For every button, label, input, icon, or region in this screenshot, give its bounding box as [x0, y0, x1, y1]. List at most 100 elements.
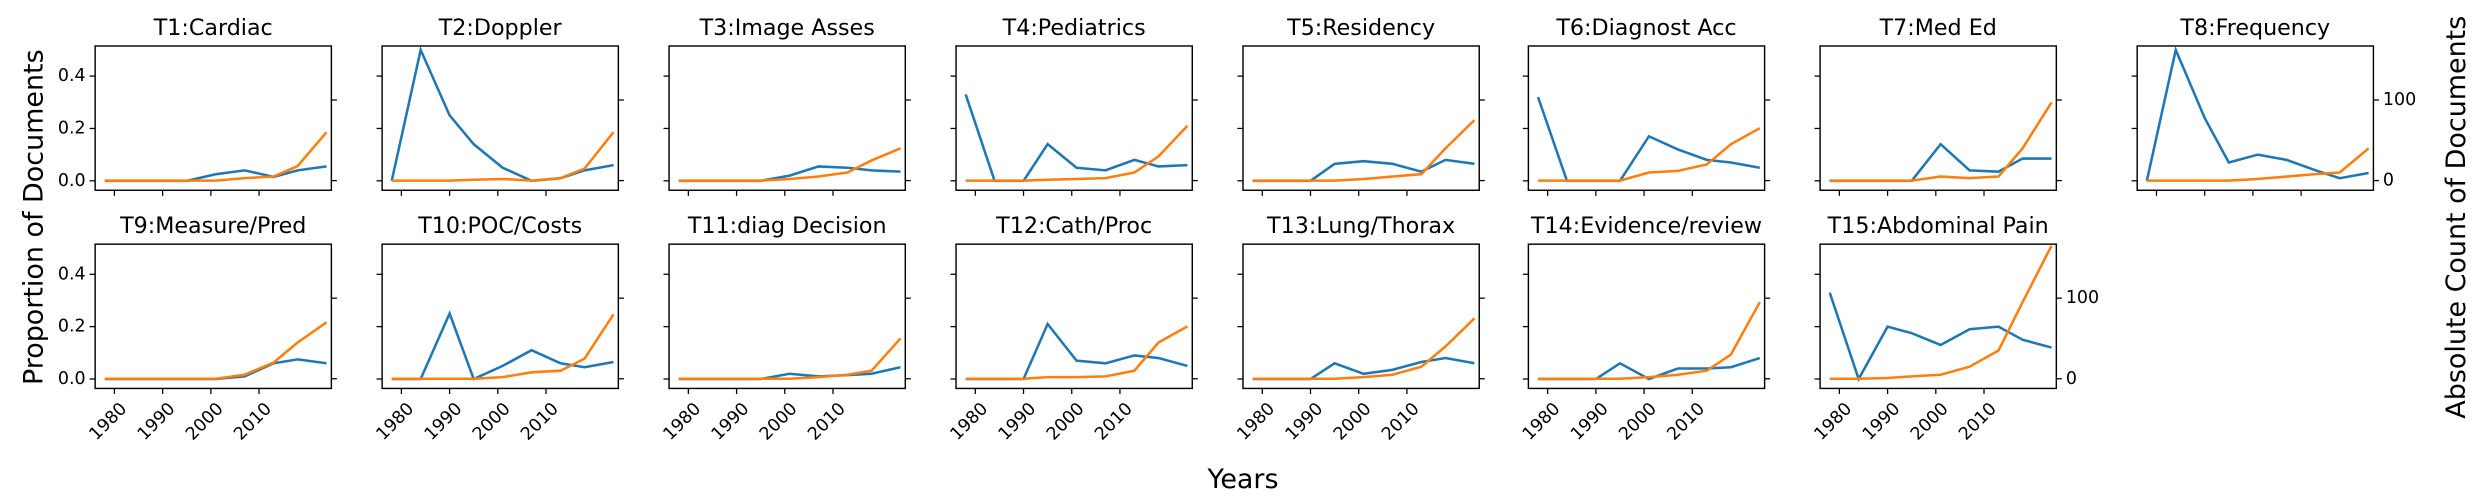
series-line	[391, 310, 614, 381]
x-axis-label: Years	[1206, 464, 1278, 495]
panel-title: T9:Measure/Pred	[119, 213, 306, 239]
panel: T2:Doppler	[376, 15, 624, 196]
series-line	[2145, 45, 2369, 182]
panel-title: T5:Residency	[1286, 15, 1435, 41]
panel-title: T8:Frequency	[2179, 15, 2330, 41]
series-line	[1252, 158, 1475, 183]
series-line	[390, 45, 614, 183]
x-tick-label: 1990	[1282, 399, 1327, 444]
series-line	[965, 124, 1189, 182]
x-tick-label: 2010	[1091, 399, 1136, 444]
axes-frame	[668, 45, 907, 191]
axes-frame	[1819, 45, 2058, 191]
panel-title: T15:Abdominal Pain	[1827, 213, 2049, 239]
panel-title: T3:Image Asses	[699, 15, 875, 41]
panel: T14:Evidence/review 1980 1990 2000 2010	[1519, 213, 1771, 444]
x-tick-label: 2010	[517, 399, 562, 444]
x-tick-label: 2000	[1043, 399, 1088, 444]
axes-frame	[1242, 45, 1480, 191]
x-tick-label: 2010	[1955, 399, 2000, 444]
x-tick-label: 1980	[373, 399, 418, 444]
panel: T13:Lung/Thorax 1980 1990 2000 2010	[1234, 213, 1485, 444]
series-line	[104, 131, 328, 182]
series-line	[391, 131, 615, 182]
axes-frame	[1527, 45, 1766, 191]
panel: T4:Pediatrics	[950, 15, 1198, 196]
x-tick-label: 2000	[1615, 399, 1660, 444]
series-line	[965, 321, 1188, 381]
x-tick-label: 1990	[421, 399, 466, 444]
panel-title: T1:Cardiac	[153, 15, 273, 41]
x-tick-label: 2000	[469, 399, 514, 444]
panel: T3:Image Asses	[663, 15, 911, 196]
panel-title: T13:Lung/Thorax	[1266, 213, 1455, 239]
axes-frame	[381, 45, 620, 191]
x-tick-label: 1990	[134, 399, 179, 444]
series-line	[391, 313, 615, 381]
axes-frame	[1527, 243, 1766, 390]
x-tick-label: 1980	[1234, 399, 1279, 444]
axes-frame	[2136, 45, 2375, 191]
y-tick-label: 0.4	[58, 66, 86, 86]
series-line	[1252, 317, 1476, 381]
series-line	[678, 337, 902, 381]
series-line	[104, 358, 327, 381]
panel-title: T7:Med Ed	[1879, 15, 1997, 41]
x-tick-label: 2010	[230, 399, 275, 444]
x-tick-label: 1990	[708, 399, 753, 444]
series-line	[1538, 127, 1761, 182]
x-tick-label: 2000	[1907, 399, 1952, 444]
series-line	[2146, 147, 2370, 182]
axes-frame	[668, 243, 907, 390]
panel-title: T14:Evidence/review	[1530, 213, 1762, 239]
panel-title: T6:Diagnost Acc	[1555, 15, 1736, 41]
series-line	[1536, 96, 1761, 183]
x-tick-label: 1980	[947, 399, 992, 444]
panel: T11:diag Decision 1980 1990 2000 2010	[660, 213, 911, 444]
series-line	[1538, 356, 1761, 381]
x-tick-label: 1990	[1859, 399, 1904, 444]
axes-frame	[955, 243, 1193, 390]
y2-tick-label: 0	[2383, 171, 2394, 191]
series-line	[1829, 245, 2053, 381]
panel: T15:Abdominal Pain 0 100 1980 1990 2000 2010	[1811, 213, 2099, 444]
y-tick-label: 0.2	[58, 317, 86, 337]
panel-title: T4:Pediatrics	[1002, 15, 1146, 41]
x-tick-label: 2000	[756, 399, 801, 444]
panel-title: T10:POC/Costs	[417, 213, 582, 239]
series-line	[964, 94, 1188, 183]
panel: T12:Cath/Proc 1980 1990 2000 2010	[947, 213, 1198, 444]
y2-tick-label: 0	[2066, 369, 2077, 389]
series-line	[1252, 119, 1476, 182]
y2-tick-label: 100	[2383, 90, 2416, 110]
panel: T10:POC/Costs 1980 1990 2000 2010	[373, 213, 624, 444]
x-tick-label: 1980	[1519, 399, 1564, 444]
x-tick-label: 1980	[660, 399, 705, 444]
x-tick-label: 1990	[1567, 399, 1612, 444]
series-line	[678, 147, 901, 182]
x-tick-label: 1990	[995, 399, 1040, 444]
panel: T8:Frequency 0 100	[2131, 15, 2416, 196]
panel: T6:Diagnost Acc	[1522, 15, 1771, 196]
series-line	[104, 321, 328, 381]
series-line	[1828, 292, 2052, 383]
x-tick-label: 2000	[182, 399, 227, 444]
y2-axis-label: Absolute Count of Documents	[2441, 16, 2472, 419]
axes-frame	[1242, 243, 1480, 390]
x-tick-label: 1980	[86, 399, 131, 444]
y2-tick-label: 100	[2066, 288, 2099, 308]
panel: T9:Measure/Pred 0.0 0.2 0.4 1980 1990 2000 2010	[58, 213, 337, 444]
panel: T5:Residency	[1237, 15, 1485, 196]
axes-frame	[955, 45, 1193, 191]
y-tick-label: 0.0	[58, 171, 86, 191]
panel-title: T2:Doppler	[438, 15, 563, 41]
series-line	[1829, 101, 2053, 182]
panel-title: T12:Cath/Proc	[995, 213, 1152, 239]
x-tick-label: 2010	[1664, 399, 1709, 444]
axes-frame	[1819, 243, 2058, 390]
panel: T7:Med Ed	[1814, 15, 2062, 196]
y-tick-label: 0.0	[58, 369, 86, 389]
y-tick-label: 0.2	[58, 118, 86, 138]
